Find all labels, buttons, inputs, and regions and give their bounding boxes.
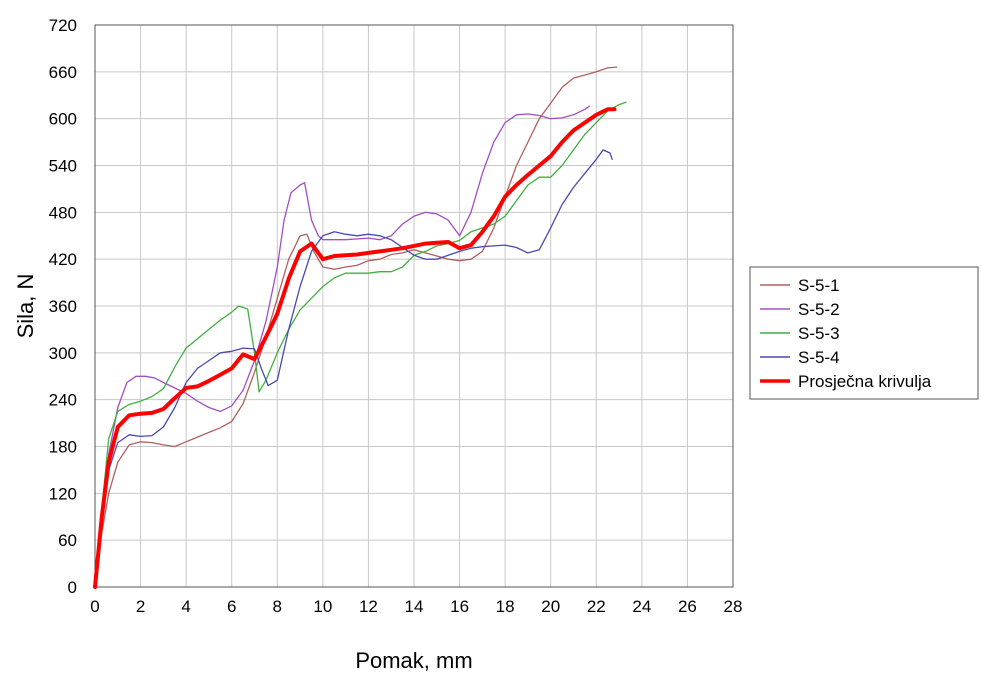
y-tick-label: 300 — [49, 344, 77, 363]
x-tick-label: 8 — [273, 597, 282, 616]
y-tick-label: 600 — [49, 110, 77, 129]
series-line-3 — [94, 101, 627, 588]
y-tick-label: 660 — [49, 63, 77, 82]
x-tick-label: 12 — [359, 597, 378, 616]
series-line-1 — [94, 66, 618, 588]
legend-label: S-5-4 — [798, 348, 840, 367]
x-tick-label: 22 — [587, 597, 606, 616]
legend-label: S-5-1 — [798, 276, 840, 295]
series-line-4 — [94, 149, 613, 588]
x-tick-label: 20 — [541, 597, 560, 616]
y-axis-title: Sila, N — [13, 274, 38, 339]
series-line-5 — [93, 107, 617, 589]
x-tick-label: 2 — [136, 597, 145, 616]
x-tick-label: 0 — [90, 597, 99, 616]
y-tick-label: 120 — [49, 484, 77, 503]
x-tick-label: 6 — [227, 597, 236, 616]
x-tick-label: 4 — [181, 597, 190, 616]
plot-frame — [94, 24, 734, 588]
tick-labels: 0 2 4 6 8 10 12 14 16 18 20 22 24 26 28060120180240300… — [49, 16, 743, 616]
x-tick-label: 16 — [450, 597, 469, 616]
x-tick-label: 28 — [724, 597, 743, 616]
y-tick-label: 720 — [49, 16, 77, 35]
y-tick-label: 420 — [49, 250, 77, 269]
x-tick-label: 10 — [313, 597, 332, 616]
y-tick-label: 60 — [58, 531, 77, 550]
legend: S-5-1 S-5-2 S-5-3 S-5-4 Prosječna krivulja — [749, 266, 979, 400]
y-tick-label: 0 — [68, 578, 77, 597]
x-tick-label: 14 — [405, 597, 424, 616]
plot-border — [94, 24, 734, 588]
x-tick-label: 24 — [632, 597, 651, 616]
y-tick-label: 240 — [49, 391, 77, 410]
legend-label: S-5-3 — [798, 324, 840, 343]
legend-label: S-5-2 — [798, 300, 840, 319]
legend-label: Prosječna krivulja — [798, 372, 932, 391]
series-line-2 — [94, 105, 591, 588]
y-tick-label: 540 — [49, 157, 77, 176]
chart-grid — [94, 24, 734, 588]
x-tick-label: 26 — [678, 597, 697, 616]
y-tick-label: 360 — [49, 297, 77, 316]
x-tick-label: 18 — [496, 597, 515, 616]
series-group — [93, 66, 627, 589]
y-tick-label: 480 — [49, 203, 77, 222]
x-axis-title: Pomak, mm — [355, 648, 472, 673]
y-tick-label: 180 — [49, 438, 77, 457]
